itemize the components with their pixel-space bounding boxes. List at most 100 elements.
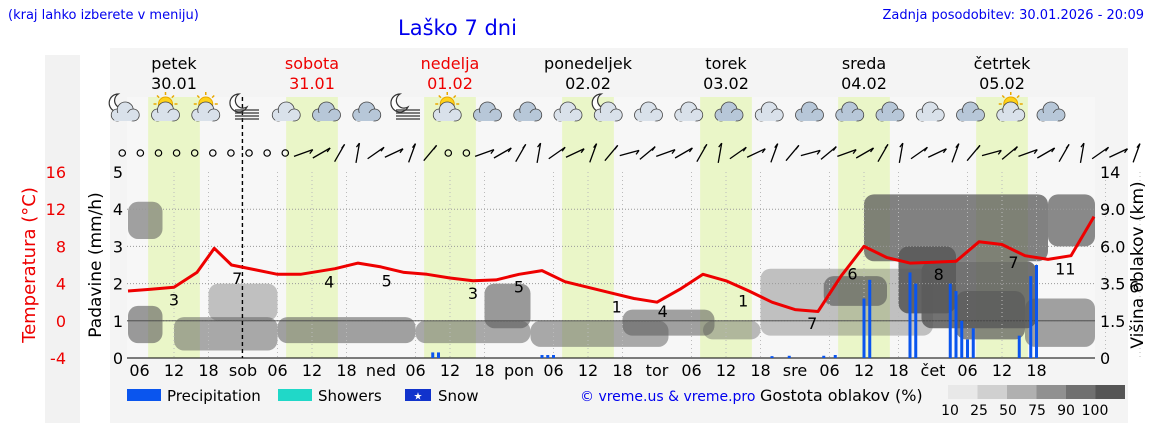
hour-tick: 12 xyxy=(578,361,598,380)
cloud-snow-icon xyxy=(513,101,543,122)
wind-barb-icon xyxy=(1104,146,1110,152)
wind-barb-icon xyxy=(384,148,404,158)
cloud-density-area xyxy=(484,283,531,329)
wind-barb-icon xyxy=(981,149,1002,157)
wind-barb-icon xyxy=(884,143,889,149)
cloud-density-swatch xyxy=(1066,385,1096,399)
precipitation-bar xyxy=(948,283,952,358)
precipitation-bar xyxy=(862,298,866,358)
wind-barb-icon xyxy=(548,146,566,160)
precipitation-bar xyxy=(540,355,544,358)
cloud-height-axis-label: Višina oblakov (km) xyxy=(1128,181,1148,348)
wind-barb-icon xyxy=(411,143,416,148)
cloud-icon xyxy=(553,101,583,122)
precipitation-bar xyxy=(770,356,774,358)
wind-barb-icon xyxy=(1037,147,1055,159)
temperature-value-label: 5 xyxy=(382,271,392,290)
wind-calm-icon xyxy=(227,149,235,157)
temperature-value-label: 7 xyxy=(1008,253,1018,272)
wind-calm-icon xyxy=(209,149,217,157)
snow-star-icon: ★ xyxy=(414,392,423,403)
wind-barb-icon xyxy=(1051,147,1056,153)
precipitation-tick: 3 xyxy=(113,237,123,256)
wind-barb-icon xyxy=(474,148,495,158)
wind-calm-icon xyxy=(281,149,290,157)
wind-barb-icon xyxy=(639,146,656,160)
location-note[interactable]: (kraj lahko izberete v meniju) xyxy=(8,8,199,23)
wind-barb-icon xyxy=(800,149,821,157)
wind-barb-icon xyxy=(1013,146,1018,151)
wind-calm-icon xyxy=(245,149,253,157)
wind-barb-icon xyxy=(537,142,542,148)
cloud-density-area xyxy=(956,291,1025,340)
wind-barb-icon xyxy=(1136,143,1141,148)
wind-barb-icon xyxy=(1109,148,1128,158)
wind-calm-icon xyxy=(444,149,453,157)
wind-barb-icon xyxy=(855,147,874,159)
wind-calm-icon xyxy=(118,149,127,157)
temperature-value-label: 7 xyxy=(807,314,817,333)
chart-title: Laško 7 dni xyxy=(398,16,517,40)
sun-cloud-icon xyxy=(191,92,221,122)
legend-precipitation: Precipitation xyxy=(167,387,261,405)
temperature-value-label: 4 xyxy=(324,273,334,292)
hour-tick: 18 xyxy=(198,361,218,380)
wind-barb-icon xyxy=(614,144,619,150)
legend-snow: Snow xyxy=(438,387,478,405)
cloud-density-tick: 75 xyxy=(1028,403,1046,419)
hour-tick: 18 xyxy=(474,361,494,380)
cloud-density-tick: 100 xyxy=(1082,403,1109,419)
wind-barb-icon xyxy=(326,147,331,153)
wind-barb-icon xyxy=(408,143,417,163)
wind-barb-icon xyxy=(832,146,837,151)
temperature-value-label: 7 xyxy=(232,269,242,288)
day-abbrev-tick: čet xyxy=(921,361,946,380)
hour-tick: 12 xyxy=(854,361,874,380)
cloud-snow-icon xyxy=(473,101,502,122)
cloud-rain-icon xyxy=(714,101,744,122)
day-name: sobota xyxy=(285,54,339,73)
sun-cloud-icon xyxy=(151,92,180,122)
daylight-band xyxy=(286,97,338,358)
hour-tick: 06 xyxy=(819,361,839,380)
precipitation-tick: 1 xyxy=(113,312,123,331)
wind-barb-icon xyxy=(651,146,656,151)
wind-barb-icon xyxy=(718,142,723,148)
temperature-value-label: 8 xyxy=(934,265,944,284)
hour-tick: 12 xyxy=(302,361,322,380)
copyright: © vreme.us & vreme.pro xyxy=(580,389,755,405)
day-abbrev-tick: sob xyxy=(229,361,257,380)
wind-calm-icon xyxy=(154,149,163,157)
cloud-height-tick: 1.5 xyxy=(1100,312,1125,331)
cloud-density-area xyxy=(622,309,715,336)
wind-barb-icon xyxy=(507,147,512,153)
wind-barb-icon xyxy=(770,143,779,163)
temperature-value-label: 3 xyxy=(468,284,478,303)
day-date: 31.01 xyxy=(289,74,335,93)
wind-barb-icon xyxy=(955,143,960,148)
wind-barb-icon xyxy=(1132,143,1141,163)
hour-tick: 06 xyxy=(129,361,149,380)
wind-barb-icon xyxy=(380,146,385,152)
wind-barb-icon xyxy=(399,148,404,154)
wind-barb-icon xyxy=(997,150,1002,155)
day-date: 05.02 xyxy=(979,74,1025,93)
wind-barb-icon xyxy=(870,147,875,153)
day-name: četrtek xyxy=(974,54,1032,73)
cloud-rain-icon xyxy=(875,101,905,122)
wind-barb-icon xyxy=(729,146,747,160)
precipitation-tick: 4 xyxy=(113,200,123,219)
wind-barb-icon xyxy=(433,144,438,150)
wind-calm-icon xyxy=(172,149,181,157)
precipitation-bar xyxy=(868,279,872,358)
hour-tick: 06 xyxy=(543,361,563,380)
wind-barb-icon xyxy=(1033,149,1038,154)
cloud-height-tick: 14 xyxy=(1100,163,1120,182)
wind-barb-icon xyxy=(910,146,928,160)
wind-barb-icon xyxy=(820,146,837,160)
wind-barb-icon xyxy=(619,149,640,157)
wind-barb-icon xyxy=(1065,143,1070,149)
day-abbrev-tick: tor xyxy=(646,361,669,380)
temperature-tick: 8 xyxy=(56,237,66,256)
